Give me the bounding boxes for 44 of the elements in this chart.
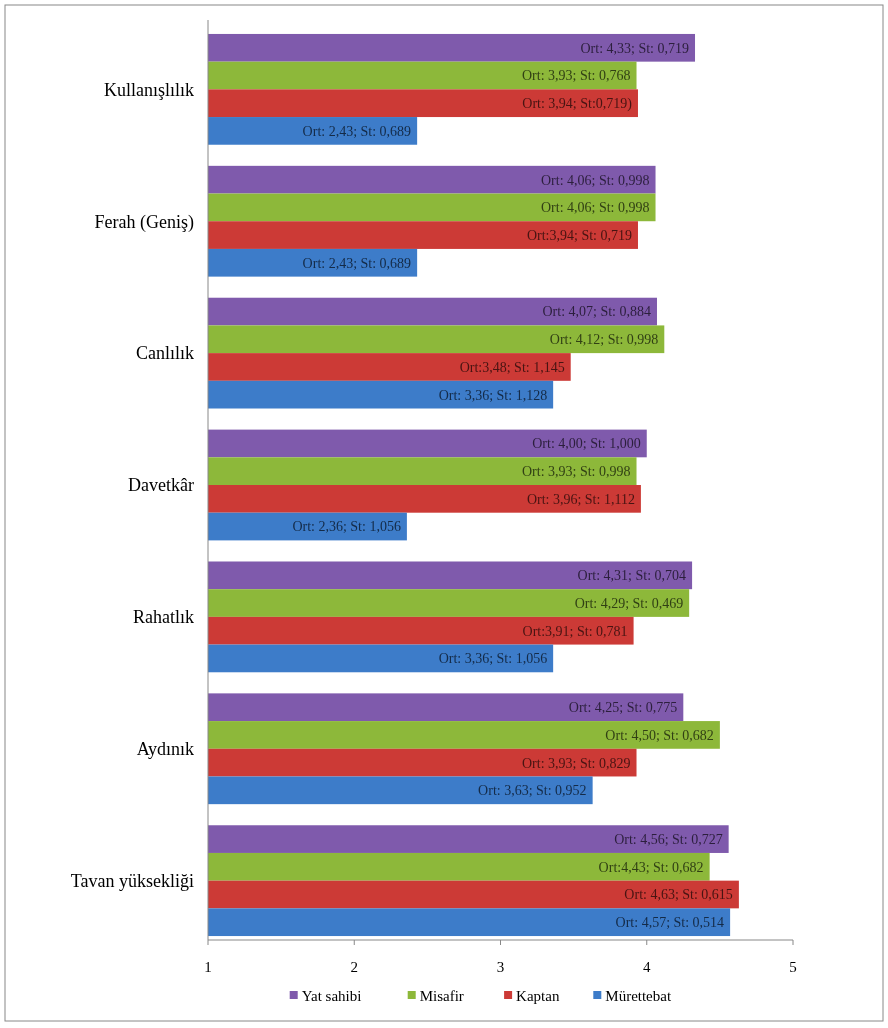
data-label: Ort: 4,25; St: 0,775	[568, 700, 678, 716]
data-label: Ort: 3,94; St:0,719)	[522, 96, 633, 113]
y-tick-label: Ferah (Geniş)	[94, 211, 194, 233]
y-tick-label: Canlılık	[136, 343, 194, 364]
y-tick-label: Davetkâr	[128, 475, 194, 496]
data-label: Ort: 3,63; St: 0,952	[478, 783, 587, 799]
data-label: Ort: 4,50; St: 0,682	[605, 727, 714, 743]
x-tick-label: 4	[643, 959, 651, 975]
data-label: Ort: 4,31; St: 0,704	[577, 568, 687, 584]
data-label: Ort:3,91; St: 0,781	[522, 623, 628, 639]
data-label: Ort:4,43; St: 0,682	[598, 859, 704, 875]
data-label: Ort: 4,06; St: 0,998	[541, 172, 650, 188]
legend-label: Kaptan	[516, 988, 560, 1005]
data-label: Ort: 4,12; St: 0,998	[549, 332, 659, 348]
legend-label: Mürettebat	[605, 988, 672, 1005]
x-tick-label: 1	[204, 959, 212, 975]
data-label: Ort: 2,36; St: 1,056	[292, 519, 401, 535]
data-label: Ort:3,94; St: 0,719	[526, 227, 632, 243]
x-tick-label: 3	[496, 959, 505, 975]
data-label: Ort: 4,29; St: 0,469	[574, 595, 684, 611]
y-tick-label: Kullanışlılık	[104, 79, 194, 100]
data-label: Ort:3,48; St: 1,145	[459, 359, 565, 375]
legend-label: Yat sahibi	[301, 988, 362, 1005]
data-label: Ort: 3,93; St: 0,768	[522, 68, 631, 84]
y-tick-label: Aydınık	[136, 739, 194, 760]
data-label: Ort: 3,36; St: 1,056	[438, 651, 548, 667]
data-label: Ort: 3,36; St: 1,128	[438, 387, 548, 403]
x-tick-label: 2	[350, 959, 358, 975]
data-label: Ort: 4,07; St: 0,884	[542, 304, 651, 320]
data-label: Ort: 4,33; St: 0,719	[580, 40, 690, 56]
data-label: Ort: 4,00; St: 1,000	[532, 436, 641, 452]
y-tick-label: Rahatlık	[133, 607, 194, 628]
data-label: Ort: 4,63; St: 0,615	[624, 887, 733, 903]
data-label: Ort: 3,93; St: 0,998	[522, 464, 631, 480]
data-label: Ort: 2,43; St: 0,689	[302, 255, 412, 271]
x-tick-label: 5	[789, 959, 797, 975]
data-label: Ort: 3,93; St: 0,829	[522, 755, 631, 771]
y-tick-label: Tavan yüksekliği	[70, 870, 194, 891]
data-label: Ort: 4,06; St: 0,998	[541, 200, 650, 216]
legend-label: Misafir	[419, 988, 464, 1005]
data-label: Ort: 4,57; St: 0,514	[615, 915, 725, 931]
data-label: Ort: 2,43; St: 0,689	[302, 123, 412, 139]
data-label: Ort: 4,56; St: 0,727	[614, 832, 723, 848]
data-label: Ort: 3,96; St: 1,112	[526, 491, 635, 507]
